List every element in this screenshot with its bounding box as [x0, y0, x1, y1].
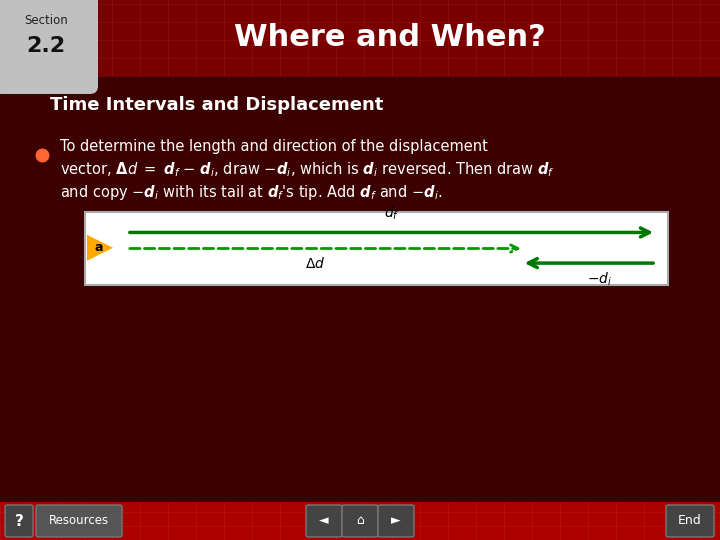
Text: $d_f$: $d_f$ — [384, 205, 399, 222]
Text: Resources: Resources — [49, 515, 109, 528]
FancyBboxPatch shape — [342, 505, 378, 537]
Text: $\Delta d$: $\Delta d$ — [305, 256, 325, 272]
Text: and copy $-\mathit{\boldsymbol{d}}_i$ with its tail at $\mathit{\boldsymbol{d}}_: and copy $-\mathit{\boldsymbol{d}}_i$ wi… — [60, 184, 443, 202]
Text: vector, $\mathbf{\Delta \it{d}}$ $=$ $\mathit{\boldsymbol{d}}_f$ $-$ $\mathit{\b: vector, $\mathbf{\Delta \it{d}}$ $=$ $\m… — [60, 160, 555, 179]
Text: $- d_i$: $- d_i$ — [588, 271, 613, 288]
Text: Section: Section — [24, 14, 68, 26]
FancyBboxPatch shape — [0, 0, 98, 94]
Text: Where and When?: Where and When? — [234, 24, 546, 52]
Bar — [0, 0, 720, 76]
FancyBboxPatch shape — [378, 505, 414, 537]
Text: 2.2: 2.2 — [27, 36, 66, 56]
Text: Time Intervals and Displacement: Time Intervals and Displacement — [50, 96, 383, 114]
Text: To determine the length and direction of the displacement: To determine the length and direction of… — [60, 139, 488, 154]
Text: ⌂: ⌂ — [356, 515, 364, 528]
FancyBboxPatch shape — [666, 505, 714, 537]
FancyBboxPatch shape — [36, 505, 122, 537]
Text: ◄: ◄ — [319, 515, 329, 528]
FancyBboxPatch shape — [5, 505, 33, 537]
Text: ►: ► — [391, 515, 401, 528]
Text: ?: ? — [14, 514, 24, 529]
Text: End: End — [678, 515, 702, 528]
Bar — [0, 502, 720, 540]
Polygon shape — [87, 235, 113, 261]
FancyBboxPatch shape — [306, 505, 342, 537]
Text: a: a — [95, 241, 103, 254]
Bar — [85, 212, 668, 285]
